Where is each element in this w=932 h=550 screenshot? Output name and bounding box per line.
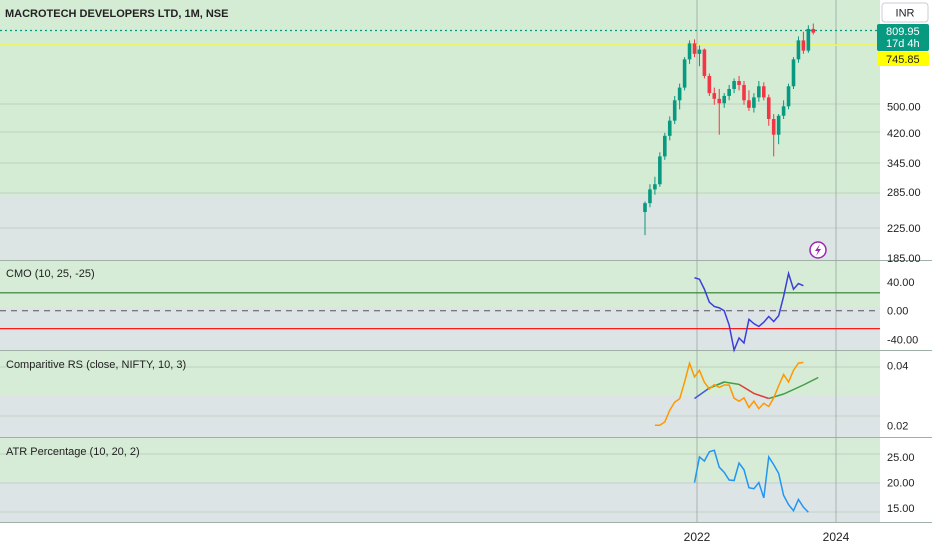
candle-body xyxy=(781,106,786,116)
candle-body xyxy=(811,28,816,33)
candle-body xyxy=(677,87,682,101)
rs-axis-ticks: 0.04 0.02 xyxy=(887,361,908,433)
candle-body xyxy=(791,59,796,87)
rs-pane: 0.04 0.02 xyxy=(654,360,908,433)
candle-body xyxy=(648,189,652,204)
currency-button[interactable]: INR xyxy=(881,2,929,23)
time-axis-bg xyxy=(0,522,932,550)
y-tick-label: 420.00 xyxy=(887,128,921,140)
rs-pane-title: Comparitive RS (close, NIFTY, 10, 3) xyxy=(6,359,186,371)
candle-body xyxy=(727,88,731,96)
level-price-badge-bg xyxy=(877,52,929,66)
candle-body xyxy=(776,115,781,135)
y-tick-label: 500.00 xyxy=(887,101,921,113)
atr-pane-bg-upper xyxy=(0,438,880,482)
rs-average-segment xyxy=(738,383,769,400)
price-pane-bg-lower xyxy=(0,195,880,260)
vertical-grid xyxy=(696,0,837,522)
cmo-line xyxy=(694,270,804,353)
y-tick-label: 40.00 xyxy=(887,277,915,289)
y-tick-label: 0.02 xyxy=(887,421,908,433)
candle-body xyxy=(747,100,751,108)
candles-group xyxy=(643,23,816,236)
pane-separators xyxy=(0,260,932,523)
candle-body xyxy=(658,156,662,185)
candle-body xyxy=(786,86,791,107)
countdown-value: 17d 4h xyxy=(886,38,920,50)
candle-body xyxy=(687,43,692,60)
y-tick-label: 0.00 xyxy=(887,306,908,318)
level-price-badge: 745.85 xyxy=(877,52,929,66)
candle-body xyxy=(717,98,722,104)
candle-body xyxy=(682,59,687,88)
cmo-axis-ticks: 40.00 0.00 -40.00 xyxy=(887,277,918,346)
rs-average-segment xyxy=(768,376,819,400)
cmo-pane-bg-upper xyxy=(0,261,880,307)
comparative-rs-line xyxy=(654,360,804,426)
current-price-value: 809.95 xyxy=(886,26,920,38)
cmo-pane-title: CMO (10, 25, -25) xyxy=(6,268,95,280)
candle-body xyxy=(732,81,736,89)
y-tick-label: 185.00 xyxy=(887,253,921,265)
lightning-icon[interactable] xyxy=(809,241,827,259)
cmo-pane: 40.00 0.00 -40.00 xyxy=(0,270,918,353)
candle-body xyxy=(757,86,761,98)
price-pane-bg-upper xyxy=(0,0,880,195)
candle-body xyxy=(796,40,801,60)
candle-body xyxy=(667,120,672,136)
candle-body xyxy=(801,40,806,51)
candle-body xyxy=(771,118,776,135)
lightning-icon-bolt[interactable] xyxy=(815,244,821,256)
rs-pane-bg-lower xyxy=(0,396,880,437)
candle-body xyxy=(697,49,702,54)
candle-body xyxy=(653,184,657,190)
chart-title: MACROTECH DEVELOPERS LTD, 1M, NSE xyxy=(5,8,228,20)
atr-pane-bg-lower xyxy=(0,482,880,522)
rs-average-segment xyxy=(709,381,740,389)
y-tick-label: 20.00 xyxy=(887,478,915,490)
candle-body xyxy=(752,97,756,108)
level-price-value: 745.85 xyxy=(886,54,920,66)
atr-pane: 25.00 20.00 15.00 xyxy=(693,449,915,515)
current-price-badge-bg xyxy=(877,24,929,51)
rs-pane-bg-upper xyxy=(0,351,880,396)
candle-body xyxy=(702,49,707,76)
atr-axis-ticks: 25.00 20.00 15.00 xyxy=(887,452,915,515)
y-tick-label: 0.04 xyxy=(887,361,908,373)
y-tick-label: 285.00 xyxy=(887,187,921,199)
candle-body xyxy=(737,81,741,85)
candle-body xyxy=(707,75,712,94)
grid-lines xyxy=(0,103,880,513)
x-tick-2022: 2022 xyxy=(684,530,711,544)
candle-body xyxy=(722,95,726,104)
candle-body xyxy=(692,43,697,54)
price-pane: 500.00 420.00 345.00 285.00 225.00 185.00 xyxy=(0,23,921,265)
current-price-badge: 809.95 17d 4h xyxy=(877,24,929,51)
candle-body xyxy=(806,28,811,51)
x-tick-2024: 2024 xyxy=(823,530,850,544)
candle-body xyxy=(672,100,677,121)
candle-body xyxy=(663,135,667,157)
candle-body xyxy=(643,203,647,213)
currency-button-bg[interactable] xyxy=(881,2,929,23)
y-tick-label: 225.00 xyxy=(887,223,921,235)
atr-percentage-line xyxy=(693,449,809,513)
atr-pane-title: ATR Percentage (10, 20, 2) xyxy=(6,446,140,458)
candle-body xyxy=(712,93,717,99)
price-axis-ticks: 500.00 420.00 345.00 285.00 225.00 185.00 xyxy=(887,101,921,265)
candle-body xyxy=(762,86,766,98)
currency-button-label[interactable]: INR xyxy=(896,8,915,20)
y-tick-label: 15.00 xyxy=(887,503,915,515)
candle-body xyxy=(766,97,771,119)
y-tick-label: 345.00 xyxy=(887,158,921,170)
y-tick-label: -40.00 xyxy=(887,334,918,346)
y-tick-label: 25.00 xyxy=(887,452,915,464)
candle-body xyxy=(742,84,746,101)
